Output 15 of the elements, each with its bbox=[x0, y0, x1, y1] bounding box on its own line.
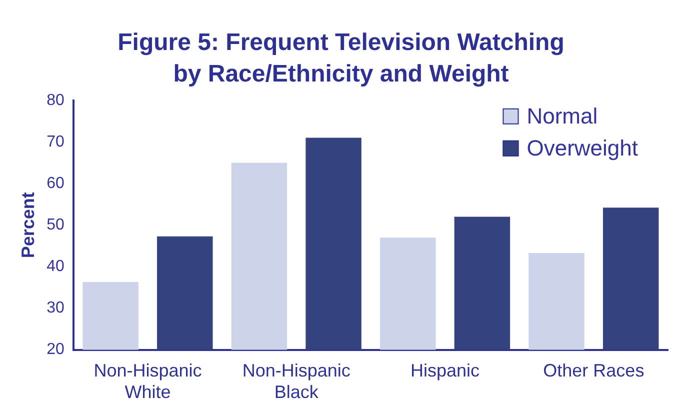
y-tick-label: 60 bbox=[46, 174, 64, 192]
y-tick-label: 70 bbox=[46, 133, 64, 150]
y-axis-title: Percent bbox=[18, 192, 38, 258]
legend-label: Overweight bbox=[526, 135, 638, 160]
y-tick-label: 20 bbox=[46, 341, 64, 358]
y-tick-label: 40 bbox=[46, 258, 64, 276]
x-tick-label: Hispanic bbox=[410, 360, 480, 381]
y-tick-label: 50 bbox=[46, 216, 64, 234]
x-tick-label: Non-Hispanic White bbox=[94, 360, 202, 402]
y-tick-label: 80 bbox=[46, 92, 64, 109]
legend-label: Normal bbox=[526, 103, 598, 128]
y-tick-label: 30 bbox=[46, 300, 64, 317]
chart-title: Figure 5: Frequent Television Watching by Race/Ethnicity and Weight bbox=[118, 29, 564, 88]
x-tick-label: Non-Hispanic Black bbox=[242, 360, 350, 402]
x-tick-label: Other Races bbox=[543, 360, 644, 381]
